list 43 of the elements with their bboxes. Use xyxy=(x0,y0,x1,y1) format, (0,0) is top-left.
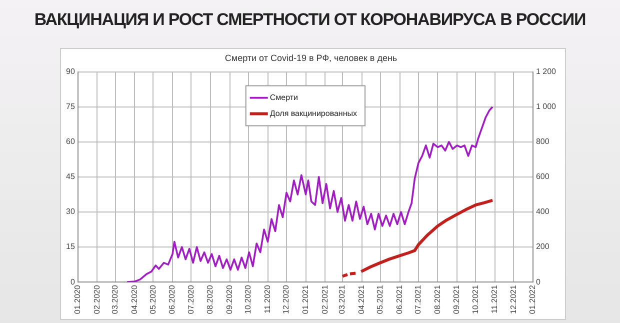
x-tick-label: 01.2022 xyxy=(528,284,538,314)
y-tick-label: 75 xyxy=(66,102,76,112)
x-tick-label: 06.2021 xyxy=(394,284,404,314)
x-tick-label: 07.2020 xyxy=(186,284,196,314)
x-tick-label: 01.2021 xyxy=(300,284,310,314)
y-tick-label: 30 xyxy=(66,207,76,216)
y2-tick-label: 1 200 xyxy=(536,67,557,76)
x-tick-label: 05.2021 xyxy=(376,284,385,314)
x-tick-label: 11.2020 xyxy=(262,284,272,314)
x-tick-label: 08.2021 xyxy=(432,284,442,314)
x-tick-label: 09.2020 xyxy=(225,284,234,314)
y2-tick-label: 1 000 xyxy=(536,102,557,112)
x-tick-label: 12.2021 xyxy=(508,284,518,314)
y2-tick-label: 0 xyxy=(536,277,541,286)
chart-subtitle: Смерти от Covid-19 в РФ, человек в день xyxy=(224,52,398,63)
x-tick-label: 12.2020 xyxy=(282,284,291,314)
x-tick-label: 03.2021 xyxy=(338,284,347,314)
x-tick-label: 08.2020 xyxy=(206,284,215,314)
y-tick-label: 90 xyxy=(66,67,76,76)
x-tick-label: 11.2021 xyxy=(490,284,500,314)
y-tick-label: 45 xyxy=(66,172,76,182)
y2-tick-label: 400 xyxy=(536,207,550,216)
x-tick-label: 06.2020 xyxy=(168,284,177,314)
x-tick-label: 09.2021 xyxy=(452,284,462,314)
legend-label: Доля вакцинированных xyxy=(270,109,358,118)
legend-label: Смерти xyxy=(270,93,298,102)
y2-tick-label: 200 xyxy=(536,242,550,252)
x-tick-label: 05.2020 xyxy=(148,284,158,314)
x-tick-label: 04.2020 xyxy=(130,284,139,314)
y-tick-label: 60 xyxy=(66,137,76,146)
y2-tick-label: 800 xyxy=(536,137,550,146)
x-tick-label: 10.2021 xyxy=(470,284,480,314)
y-tick-label: 0 xyxy=(70,277,76,286)
y-tick-label: 15 xyxy=(66,242,76,252)
chart-title: ВАКЦИНАЦИЯ И РОСТ СМЕРТНОСТИ ОТ КОРОНАВИРУСА В РОССИИ xyxy=(33,10,587,30)
x-tick-label: 04.2021 xyxy=(356,284,366,314)
x-tick-label: 01.2020 xyxy=(73,284,82,314)
x-tick-label: 02.2021 xyxy=(320,284,330,314)
x-tick-label: 02.2020 xyxy=(92,284,102,314)
x-tick-label: 03.2020 xyxy=(110,284,120,314)
y2-tick-label: 600 xyxy=(536,172,550,182)
x-tick-label: 07.2021 xyxy=(414,284,423,314)
x-tick-label: 10.2020 xyxy=(244,284,253,314)
